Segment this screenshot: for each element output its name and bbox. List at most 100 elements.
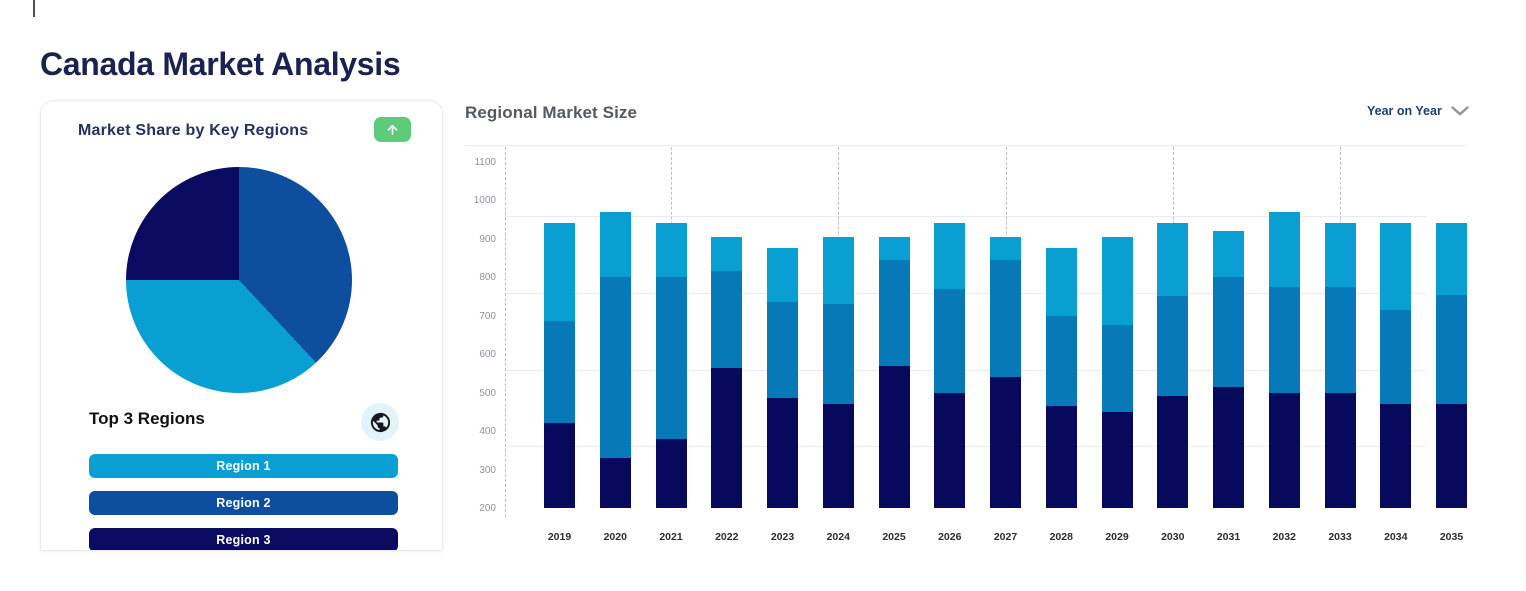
x-tick-label: 2035 xyxy=(1439,531,1464,543)
market-share-card: Market Share by Key Regions Top 3 Region… xyxy=(40,100,443,551)
x-tick-label: 2033 xyxy=(1328,531,1352,543)
y-tick-label: 400 xyxy=(479,426,496,438)
bar-2020-segment-region-3 xyxy=(599,458,631,508)
bar-2027-segment-region-2 xyxy=(990,259,1021,378)
bar-2020-segment-region-2 xyxy=(599,277,631,458)
globe-badge xyxy=(361,403,399,441)
bar-2028-segment-region-2 xyxy=(1045,315,1077,407)
bar-2026-segment-region-3 xyxy=(934,392,966,508)
bar-2033-segment-region-3 xyxy=(1324,392,1356,508)
bar-2029-segment-region-2 xyxy=(1101,325,1133,412)
bar-2023-segment-region-1 xyxy=(767,248,798,303)
bar-2033-segment-region-2 xyxy=(1324,286,1356,393)
bar-2031-segment-region-3 xyxy=(1213,386,1244,508)
arrow-up-icon xyxy=(385,122,400,137)
h-gridline xyxy=(505,446,1426,448)
y-tick-label: 700 xyxy=(479,310,496,322)
x-tick-label: 2030 xyxy=(1161,531,1185,543)
h-gridline xyxy=(505,215,1426,217)
panel-divider xyxy=(465,145,1466,146)
bar-2026-segment-region-1 xyxy=(934,223,966,289)
bar-2026-segment-region-2 xyxy=(934,288,966,393)
card-title: Market Share by Key Regions xyxy=(78,122,309,139)
bar-2024-segment-region-2 xyxy=(822,304,854,405)
top-regions-heading: Top 3 Regions xyxy=(89,409,205,428)
x-tick-label: 2028 xyxy=(1049,531,1073,543)
chevron-down-icon xyxy=(1451,106,1469,116)
bar-2022-segment-region-3 xyxy=(711,367,743,508)
y-tick-label: 1100 xyxy=(474,156,496,168)
h-gridline xyxy=(505,369,1426,371)
y-tick-label: 300 xyxy=(479,464,496,476)
bar-2034-segment-region-2 xyxy=(1380,309,1412,405)
bar-2029-segment-region-3 xyxy=(1101,411,1133,508)
y-tick-label: 200 xyxy=(479,503,496,514)
bar-2030-segment-region-2 xyxy=(1157,296,1189,397)
x-tick-label: 2025 xyxy=(882,531,906,543)
bar-2032-segment-region-1 xyxy=(1268,211,1300,287)
trend-up-button[interactable] xyxy=(374,117,411,142)
bar-2033-segment-region-1 xyxy=(1324,223,1356,287)
x-tick-label: 2024 xyxy=(826,531,850,543)
stacked-bar-chart: 200 300 400 500 600 700 800 900 1000 1100 2019 2020… xyxy=(465,145,1467,550)
region-2-button[interactable]: Region 2 xyxy=(89,491,398,515)
bar-2025-segment-region-2 xyxy=(878,259,910,366)
y-tick-label: 900 xyxy=(479,233,496,245)
bar-2029-segment-region-1 xyxy=(1101,236,1133,326)
bar-2028-segment-region-1 xyxy=(1045,248,1077,316)
bar-2028-segment-region-3 xyxy=(1045,406,1077,508)
x-tick-label: 2027 xyxy=(993,531,1018,543)
bar-2031-segment-region-2 xyxy=(1213,277,1244,387)
bar-2027-segment-region-1 xyxy=(990,236,1021,260)
bar-2024-segment-region-1 xyxy=(822,236,854,305)
bar-2035-segment-region-2 xyxy=(1436,294,1467,405)
x-tick-label: 2021 xyxy=(659,531,683,543)
bar-2032-segment-region-2 xyxy=(1268,286,1300,393)
bar-2030-segment-region-3 xyxy=(1157,396,1189,508)
bar-2030-segment-region-1 xyxy=(1157,223,1189,297)
year-on-year-dropdown[interactable]: Year on Year xyxy=(1367,104,1469,118)
x-tick-label: 2023 xyxy=(770,531,795,543)
bar-2031-segment-region-1 xyxy=(1213,231,1244,278)
bar-2035-segment-region-3 xyxy=(1436,404,1467,508)
x-tick-label: 2020 xyxy=(603,531,627,543)
x-tick-label: 2029 xyxy=(1105,531,1129,543)
market-share-pie-chart xyxy=(126,167,352,393)
y-tick-label: 1000 xyxy=(473,195,496,207)
page-title: Canada Market Analysis xyxy=(40,46,401,82)
region-1-button[interactable]: Region 1 xyxy=(89,454,398,478)
bar-2024-segment-region-3 xyxy=(822,404,854,508)
x-tick-label: 2032 xyxy=(1272,531,1296,543)
bar-2021-segment-region-1 xyxy=(655,223,687,278)
x-tick-label: 2031 xyxy=(1216,531,1241,543)
bar-2022-segment-region-2 xyxy=(711,271,743,368)
bar-2034-segment-region-1 xyxy=(1380,223,1412,310)
bar-2025-segment-region-3 xyxy=(878,365,910,508)
bar-2027-segment-region-3 xyxy=(990,377,1021,508)
bar-2021-segment-region-2 xyxy=(655,277,687,439)
bar-2023-segment-region-3 xyxy=(767,398,798,508)
x-tick-label: 2034 xyxy=(1384,531,1408,543)
bar-2022-segment-region-1 xyxy=(711,236,743,272)
region-3-button[interactable]: Region 3 xyxy=(89,528,398,550)
bar-2019-segment-region-3 xyxy=(544,423,575,508)
bar-2023-segment-region-2 xyxy=(767,302,798,399)
x-tick-label: 2026 xyxy=(938,531,962,543)
bar-2021-segment-region-3 xyxy=(655,438,687,508)
y-tick-label: 500 xyxy=(479,387,496,399)
panel-title: Regional Market Size xyxy=(465,103,638,122)
y-tick-label: 800 xyxy=(479,272,496,284)
bar-2025-segment-region-1 xyxy=(878,236,910,260)
bar-2035-segment-region-1 xyxy=(1436,223,1467,295)
x-tick-label: 2019 xyxy=(547,531,572,543)
bar-2032-segment-region-3 xyxy=(1268,392,1300,508)
bar-2034-segment-region-3 xyxy=(1380,404,1412,508)
stray-caret-artifact xyxy=(33,0,35,17)
globe-icon xyxy=(369,411,392,434)
v-dashed-axis-guide xyxy=(505,147,506,517)
bar-2019-segment-region-1 xyxy=(544,223,575,322)
bar-2020-segment-region-1 xyxy=(599,211,631,278)
x-tick-label: 2022 xyxy=(715,531,739,543)
y-tick-label: 600 xyxy=(479,349,496,361)
